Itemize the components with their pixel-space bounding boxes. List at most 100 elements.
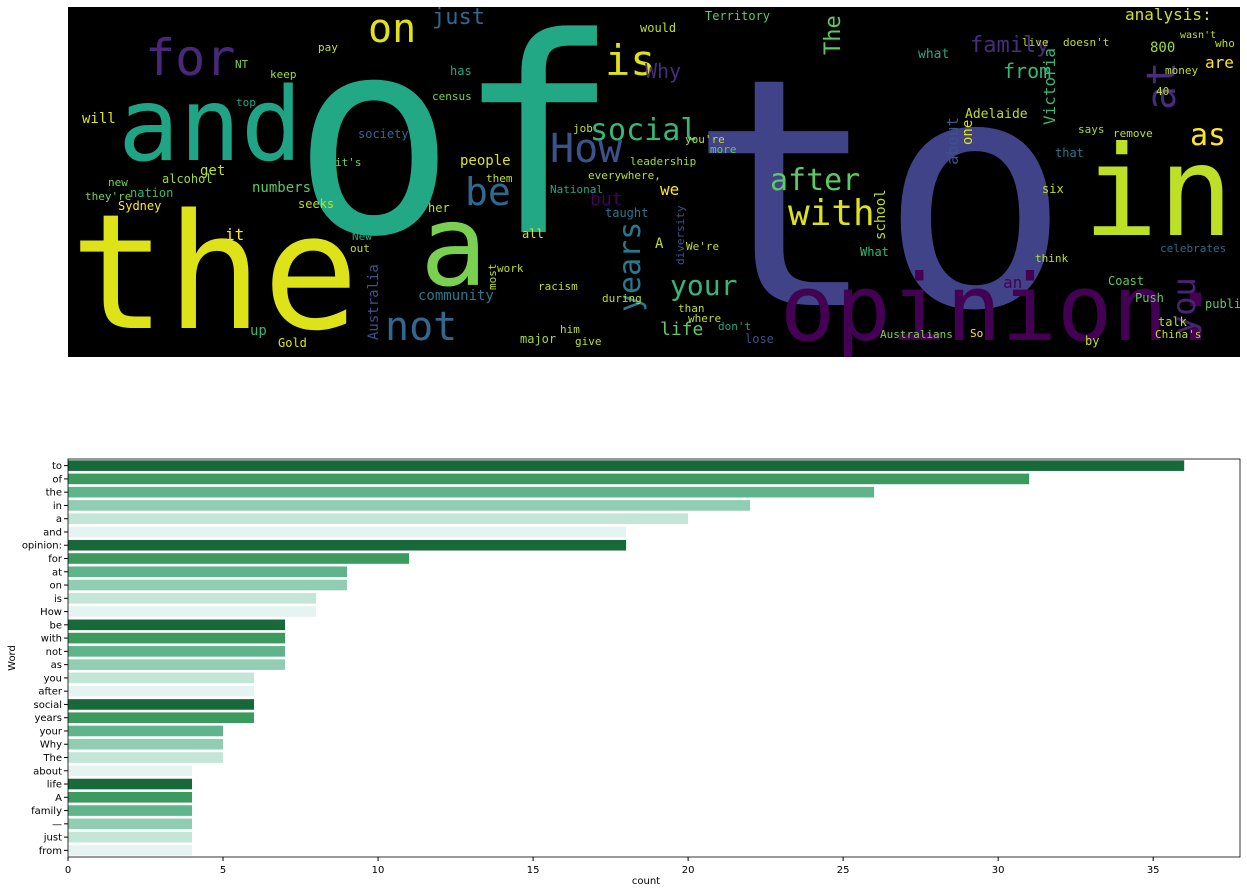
- cloud-word: an: [1003, 273, 1022, 292]
- bar: [68, 606, 317, 617]
- cloud-word: new: [108, 176, 128, 189]
- cloud-word: six: [1042, 182, 1064, 196]
- cloud-word: the: [70, 179, 359, 366]
- cloud-word: Sydney: [118, 199, 161, 213]
- cloud-word: Gold: [278, 336, 307, 350]
- cloud-word: you're: [685, 133, 725, 146]
- cloud-word: So: [970, 327, 983, 340]
- axes-frame: [67, 458, 1241, 858]
- cloud-word: you: [1165, 277, 1203, 335]
- cloud-word: with: [788, 193, 875, 234]
- y-tick-label: for: [48, 554, 63, 565]
- y-tick-label: Why: [40, 740, 62, 751]
- cloud-word: from: [1003, 59, 1051, 83]
- cloud-word: remove: [1113, 127, 1153, 140]
- cloud-word: celebrates: [1160, 242, 1226, 255]
- y-tick-label: is: [54, 594, 62, 605]
- cloud-word: pay: [318, 41, 338, 54]
- cloud-word: Coast: [1108, 274, 1144, 288]
- cloud-word: top: [236, 96, 256, 109]
- cloud-word: alcohol: [162, 172, 213, 186]
- bar: [68, 539, 627, 551]
- cloud-word: one: [960, 120, 976, 145]
- y-tick-label: with: [41, 634, 62, 645]
- x-tick-label: 35: [1147, 865, 1160, 876]
- cloud-word: NT: [235, 58, 249, 71]
- cloud-word: live: [1022, 36, 1049, 49]
- y-tick-label: after: [38, 687, 63, 698]
- cloud-word: years: [613, 222, 648, 312]
- cloud-word: A: [655, 236, 664, 252]
- cloud-word: who: [1215, 37, 1235, 50]
- cloud-word: that: [1055, 146, 1084, 160]
- cloud-word: family: [970, 33, 1049, 58]
- bar: [68, 765, 193, 777]
- bar: [68, 579, 348, 591]
- cloud-word: talk: [1158, 315, 1188, 329]
- cloud-word: it: [225, 225, 244, 244]
- cloud-word: at: [1139, 62, 1185, 110]
- cloud-word: more: [710, 143, 737, 156]
- bar: [68, 486, 875, 498]
- bar: [68, 725, 224, 737]
- cloud-word: it's: [335, 156, 362, 169]
- cloud-word: we: [660, 180, 679, 199]
- bar: [68, 513, 689, 525]
- bar: [68, 805, 193, 816]
- cloud-word: China's: [1155, 328, 1201, 341]
- cloud-word: leadership: [630, 155, 696, 168]
- y-tick-label: the: [46, 488, 62, 499]
- cloud-word: all: [522, 227, 544, 241]
- cloud-word: community: [418, 288, 494, 304]
- y-tick-label: to: [52, 461, 62, 472]
- x-tick-label: 20: [682, 865, 695, 876]
- y-tick-label: in: [53, 501, 62, 512]
- cloud-word: nation: [130, 186, 173, 200]
- cloud-word: census: [432, 90, 472, 103]
- bar: [68, 460, 1185, 471]
- cloud-word: Victoria: [1040, 48, 1059, 125]
- cloud-word: about: [943, 117, 962, 165]
- bar: [68, 659, 286, 670]
- cloud-word: social: [590, 113, 698, 148]
- cloud-word: Why: [645, 59, 681, 83]
- cloud-word: on: [368, 6, 416, 52]
- cloud-word: How: [550, 126, 623, 172]
- y-tick-label: you: [44, 673, 62, 684]
- cloud-word: What: [860, 245, 889, 259]
- cloud-word: where: [688, 312, 721, 325]
- x-tick-label: 5: [220, 865, 226, 876]
- y-tick-label: A: [55, 793, 62, 804]
- y-tick-label: and: [43, 527, 62, 538]
- cloud-word: taught: [605, 206, 648, 220]
- cloud-word: a: [420, 182, 487, 312]
- y-tick-label: years: [34, 713, 62, 724]
- bar: [68, 778, 193, 790]
- cloud-word: school: [873, 189, 889, 240]
- y-tick-label: family: [31, 806, 62, 817]
- y-tick-label: a: [56, 514, 62, 525]
- bar: [68, 500, 751, 511]
- bar: [68, 632, 286, 644]
- bar: [68, 672, 255, 684]
- cloud-word: Australians: [880, 328, 953, 341]
- bar: [68, 473, 1030, 485]
- cloud-word: 800: [1150, 40, 1175, 56]
- cloud-word: work: [497, 262, 524, 275]
- cloud-word: think: [1035, 252, 1068, 265]
- y-tick-label: The: [42, 753, 62, 764]
- cloud-word: numbers: [252, 180, 311, 196]
- cloud-word: be: [465, 170, 511, 214]
- cloud-word: opinion:: [780, 255, 1223, 362]
- cloud-word: seeks: [298, 197, 334, 211]
- cloud-word: her: [428, 201, 450, 215]
- cloud-word: analysis:: [1125, 5, 1212, 24]
- cloud-word: for: [145, 29, 235, 87]
- cloud-word: has: [450, 64, 472, 78]
- cloud-word: and: [118, 66, 302, 185]
- bar: [68, 845, 193, 856]
- x-axis-label: count: [632, 876, 660, 887]
- cloud-word: they're: [85, 190, 131, 203]
- cloud-word: him: [560, 323, 580, 336]
